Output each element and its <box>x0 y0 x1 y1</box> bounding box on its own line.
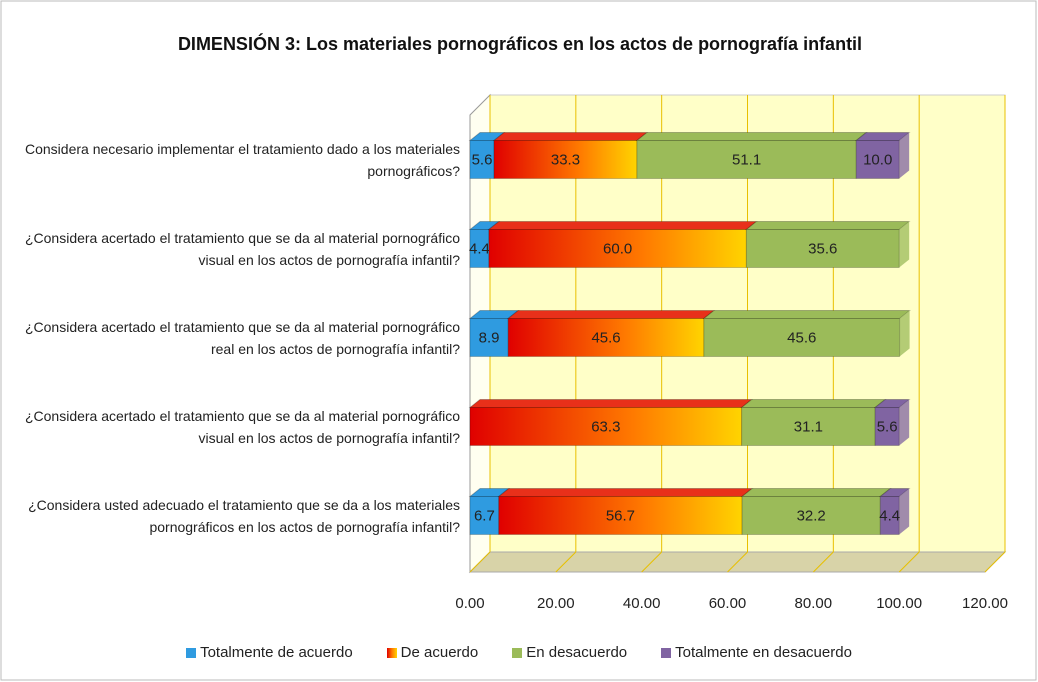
bar-segment: 51.1 <box>635 132 868 179</box>
bar-top <box>744 221 911 230</box>
data-label: 8.9 <box>479 329 500 346</box>
data-label: 5.6 <box>877 418 898 435</box>
bar <box>745 229 900 268</box>
legend-swatch <box>186 647 197 658</box>
bar-side <box>899 221 910 268</box>
grid-line <box>898 551 920 573</box>
data-label: 10.0 <box>863 151 892 168</box>
bar-top <box>497 488 754 497</box>
data-label: 4.4 <box>469 240 490 257</box>
x-tick-label: 80.00 <box>795 595 833 612</box>
legend: Totalmente de acuerdo De acuerdo En desacu… <box>0 644 1038 661</box>
plot: 0.00 20.00 40.00 60.00 80.00 100.00 120.00 5.6 3… <box>455 93 1008 612</box>
bar-top <box>740 399 887 408</box>
x-tick-label: 120.00 <box>962 595 1008 612</box>
grid-line <box>641 551 663 573</box>
bar-top <box>635 132 868 141</box>
chart-title: DIMENSIÓN 3: Los materiales pornográfico… <box>178 33 862 54</box>
legend-label: Totalmente de acuerdo <box>200 644 353 661</box>
x-tick-label: 40.00 <box>623 595 661 612</box>
bar <box>469 140 495 179</box>
category-label: Considera necesario implementar el trata… <box>25 140 460 179</box>
bar-segment: 35.6 <box>744 221 911 268</box>
legend-item: Totalmente en desacuerdo <box>661 644 852 661</box>
bar-top <box>468 399 754 408</box>
legend-item: En desacuerdo <box>512 644 627 661</box>
legend-label: En desacuerdo <box>526 644 628 661</box>
x-tick-label: 100.00 <box>876 595 922 612</box>
bar <box>507 318 705 357</box>
bar-segment: 56.7 <box>497 488 754 535</box>
bar-segment: 4.4 <box>878 488 911 535</box>
category-label: ¿Considera acertado el tratamiento que s… <box>24 229 460 268</box>
bar-segment: 5.6 <box>873 399 911 446</box>
category-label: ¿Considera acertado el tratamiento que s… <box>24 407 460 446</box>
bar-segment: 33.3 <box>492 132 649 179</box>
bar-segment: 63.3 <box>468 399 754 446</box>
bar <box>493 140 638 179</box>
grid-line <box>469 551 491 573</box>
bar <box>703 318 901 357</box>
legend-swatch <box>386 647 397 658</box>
data-label: 45.6 <box>591 329 620 346</box>
legend-label: Totalmente en desacuerdo <box>675 644 852 661</box>
data-label: 56.7 <box>606 507 635 524</box>
bar-side <box>899 488 910 535</box>
grid-line <box>555 551 577 573</box>
bar-top <box>492 132 649 141</box>
legend-item: De acuerdo <box>386 644 479 661</box>
bar-side <box>899 132 910 179</box>
x-tick-label: 0.00 <box>455 595 484 612</box>
data-label: 45.6 <box>787 329 816 346</box>
x-tick-label: 20.00 <box>537 595 575 612</box>
bar-segment: 60.0 <box>487 221 758 268</box>
legend-label: De acuerdo <box>400 644 479 661</box>
bar-top <box>506 310 716 319</box>
data-label: 31.1 <box>794 418 823 435</box>
bar <box>855 140 900 179</box>
grid-line <box>812 551 834 573</box>
data-label: 33.3 <box>551 151 580 168</box>
bar <box>879 496 900 535</box>
bar-segment: 31.1 <box>740 399 887 446</box>
grid-line <box>984 551 1006 573</box>
category-label: ¿Considera acertado el tratamiento que s… <box>24 318 460 357</box>
bar <box>874 407 900 446</box>
bar-segment: 45.6 <box>702 310 912 357</box>
bar <box>469 496 500 535</box>
bar-segment: 45.6 <box>506 310 716 357</box>
bar <box>636 140 857 179</box>
bar-side <box>899 310 910 357</box>
legend-item: Totalmente de acuerdo <box>186 644 353 661</box>
data-label: 60.0 <box>603 240 632 257</box>
data-label: 5.6 <box>472 151 493 168</box>
grid-line <box>727 551 748 573</box>
data-label: 51.1 <box>732 151 761 168</box>
category-label: ¿Considera usted adecuado el tratamiento… <box>28 496 460 535</box>
legend-swatch <box>512 647 523 658</box>
x-tick-label: 60.00 <box>709 595 747 612</box>
data-label: 4.4 <box>879 507 900 524</box>
bar <box>488 229 747 268</box>
bar-segment: 32.2 <box>740 488 892 535</box>
bar-top <box>702 310 912 319</box>
data-label: 63.3 <box>591 418 620 435</box>
bar <box>469 318 509 357</box>
legend-swatch <box>661 647 672 658</box>
bar-top <box>487 221 758 230</box>
data-label: 6.7 <box>474 507 495 524</box>
bar-segment: 10.0 <box>854 132 911 179</box>
bar <box>741 407 876 446</box>
data-label: 35.6 <box>808 240 837 257</box>
data-label: 32.2 <box>797 507 826 524</box>
bar <box>498 496 743 535</box>
bar-side <box>899 399 910 446</box>
bar-top <box>740 488 892 497</box>
bar <box>469 407 743 446</box>
